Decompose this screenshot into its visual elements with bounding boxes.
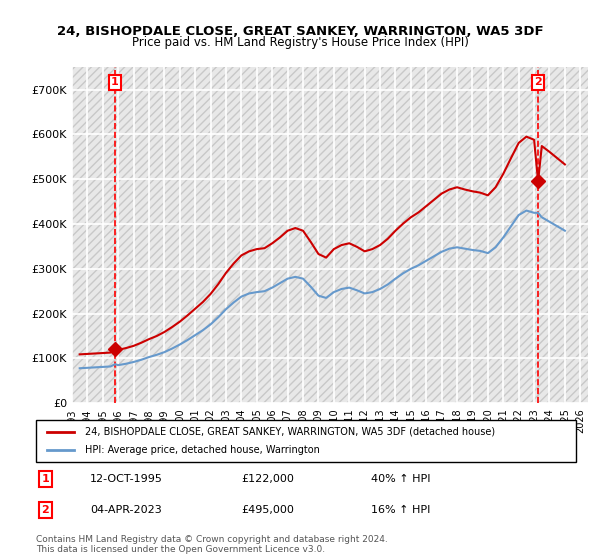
Text: 40% ↑ HPI: 40% ↑ HPI: [371, 474, 430, 484]
Text: 1: 1: [41, 474, 49, 484]
Text: Contains HM Land Registry data © Crown copyright and database right 2024.
This d: Contains HM Land Registry data © Crown c…: [36, 535, 388, 554]
Text: HPI: Average price, detached house, Warrington: HPI: Average price, detached house, Warr…: [85, 445, 319, 455]
Text: 1: 1: [111, 77, 119, 87]
Text: 2: 2: [534, 77, 542, 87]
Text: £495,000: £495,000: [241, 505, 294, 515]
Text: 12-OCT-1995: 12-OCT-1995: [90, 474, 163, 484]
Text: 24, BISHOPDALE CLOSE, GREAT SANKEY, WARRINGTON, WA5 3DF: 24, BISHOPDALE CLOSE, GREAT SANKEY, WARR…: [56, 25, 544, 38]
Text: 04-APR-2023: 04-APR-2023: [90, 505, 162, 515]
Text: 16% ↑ HPI: 16% ↑ HPI: [371, 505, 430, 515]
Text: Price paid vs. HM Land Registry's House Price Index (HPI): Price paid vs. HM Land Registry's House …: [131, 36, 469, 49]
Text: 2: 2: [41, 505, 49, 515]
Text: 24, BISHOPDALE CLOSE, GREAT SANKEY, WARRINGTON, WA5 3DF (detached house): 24, BISHOPDALE CLOSE, GREAT SANKEY, WARR…: [85, 427, 495, 437]
Text: £122,000: £122,000: [241, 474, 294, 484]
FancyBboxPatch shape: [36, 420, 576, 462]
